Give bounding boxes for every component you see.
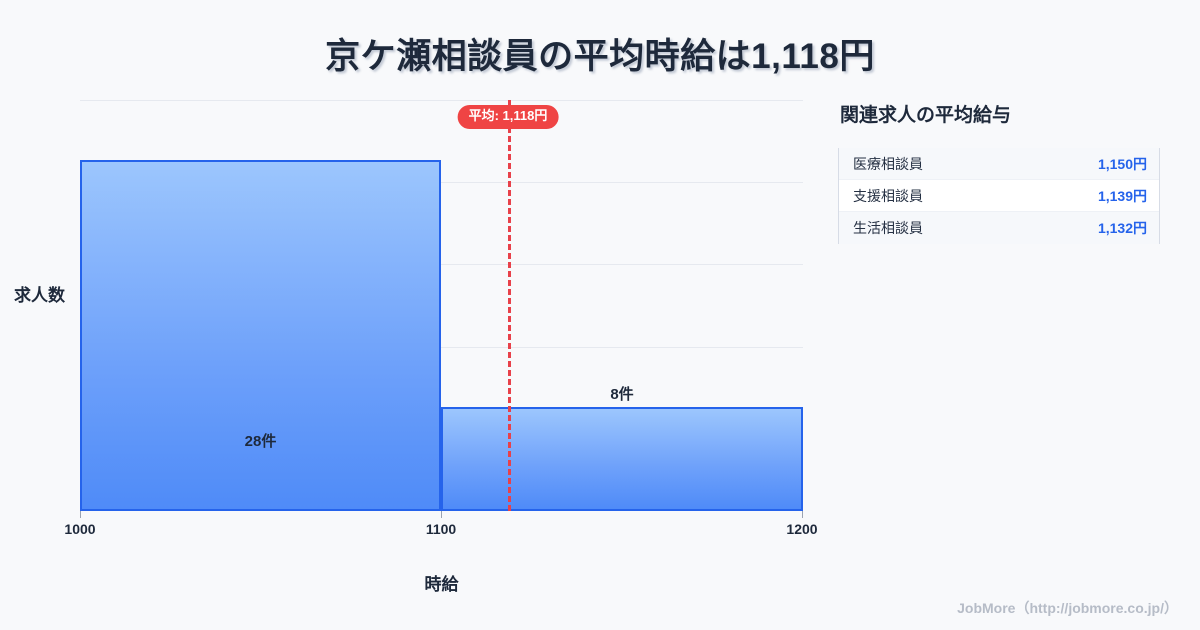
footer-watermark: JobMore（http://jobmore.co.jp/） <box>957 600 1178 616</box>
related-salaries-panel: 関連求人の平均給与 医療相談員 1,150円 支援相談員 1,139円 生活相談… <box>838 100 1168 244</box>
histogram-bar[interactable] <box>441 407 803 511</box>
gridline <box>80 347 803 348</box>
related-job-salary: 1,150円 <box>1097 155 1147 172</box>
chart-plot-area: 28件 8件 平均: 1,118円 1000 1100 1200 <box>64 100 818 537</box>
gridline <box>80 100 803 101</box>
y-axis-title: 求人数 <box>14 286 65 305</box>
related-job-salary: 1,139円 <box>1097 187 1147 204</box>
page-title: 京ケ瀬相談員の平均時給は1,118円 <box>325 37 875 76</box>
average-line <box>508 100 511 511</box>
gridline <box>80 264 803 265</box>
table-row[interactable]: 支援相談員 1,139円 <box>839 180 1159 212</box>
histogram-bar[interactable] <box>80 160 441 511</box>
bar-value-label: 28件 <box>244 433 277 450</box>
average-badge: 平均: 1,118円 <box>457 105 559 129</box>
x-tick-label: 1200 <box>786 521 818 537</box>
x-tick-mark <box>80 511 81 518</box>
bar-value-label: 8件 <box>610 386 634 403</box>
related-job-name: 支援相談員 <box>853 187 923 204</box>
x-tick-label: 1100 <box>425 521 457 537</box>
x-tick-mark <box>441 511 442 518</box>
related-salaries-title: 関連求人の平均給与 <box>840 105 1012 126</box>
related-job-name: 医療相談員 <box>853 155 923 172</box>
gridline <box>80 182 803 183</box>
related-salaries-table: 医療相談員 1,150円 支援相談員 1,139円 生活相談員 1,132円 <box>838 148 1160 244</box>
related-job-name: 生活相談員 <box>853 220 923 236</box>
x-tick-mark <box>802 511 803 518</box>
x-axis-title: 時給 <box>424 575 459 594</box>
x-tick-label: 1000 <box>64 521 96 537</box>
table-row[interactable]: 生活相談員 1,132円 <box>839 212 1159 244</box>
related-job-salary: 1,132円 <box>1097 220 1147 236</box>
table-row[interactable]: 医療相談員 1,150円 <box>839 148 1159 180</box>
